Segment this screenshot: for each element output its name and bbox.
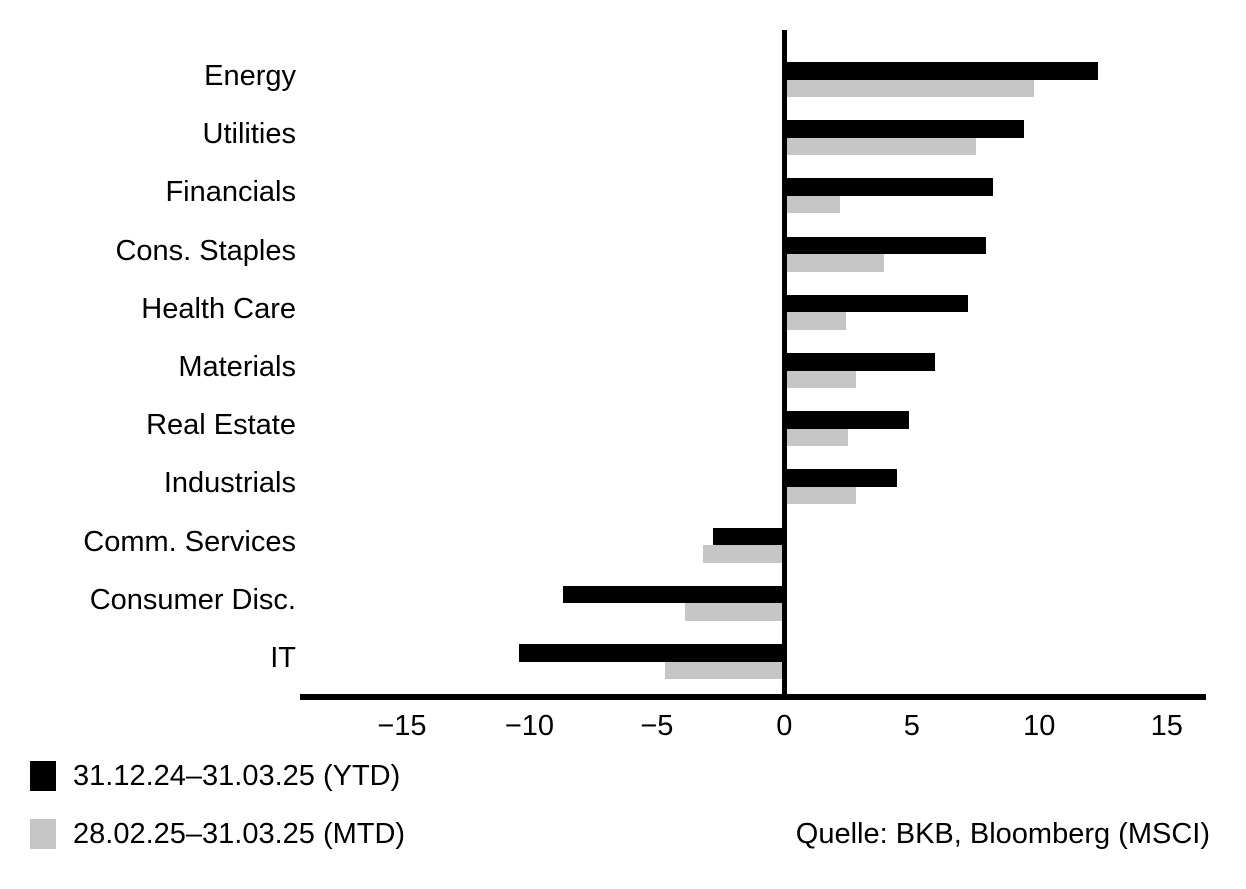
bar-utilities-mtd xyxy=(784,137,976,156)
bar-comm-services-ytd xyxy=(712,527,785,546)
category-label-real-estate: Real Estate xyxy=(146,409,296,442)
bar-utilities-ytd xyxy=(784,120,1024,138)
legend-item-mtd: 28.02.25–31.03.25 (MTD) xyxy=(30,819,405,849)
legend-swatch-mtd xyxy=(30,819,56,849)
bar-health-care-ytd xyxy=(784,294,968,313)
x-tick-label-10: 10 xyxy=(1023,710,1056,742)
bar-cons-staples-mtd xyxy=(784,254,884,272)
zero-axis-line xyxy=(781,30,787,700)
bar-financials-ytd xyxy=(784,178,994,196)
x-tick-label-minus-15: −15 xyxy=(377,710,427,742)
x-tick-label-0: 0 xyxy=(776,710,793,742)
category-label-comm-services: Comm. Services xyxy=(83,525,296,558)
legend-item-ytd: 31.12.24–31.03.25 (YTD) xyxy=(30,761,400,791)
x-tick-label-minus-5: −5 xyxy=(640,710,674,742)
source-note: Quelle: BKB, Bloomberg (MSCI) xyxy=(795,818,1210,850)
bar-health-care-mtd xyxy=(784,312,846,330)
category-label-cons-staples: Cons. Staples xyxy=(115,234,296,267)
bar-consumer-disc-ytd xyxy=(562,585,785,604)
category-label-health-care: Health Care xyxy=(141,292,296,325)
bar-it-ytd xyxy=(519,644,785,662)
bar-consumer-disc-mtd xyxy=(684,603,785,621)
x-tick-label-15: 15 xyxy=(1150,710,1183,742)
bar-cons-staples-ytd xyxy=(784,236,986,255)
bar-it-mtd xyxy=(664,661,785,679)
bar-real-estate-ytd xyxy=(784,411,910,429)
legend-label-mtd: 28.02.25–31.03.25 (MTD) xyxy=(73,818,406,850)
bar-energy-ytd xyxy=(784,62,1098,80)
category-label-materials: Materials xyxy=(178,351,296,383)
legend-label-ytd: 31.12.24–31.03.25 (YTD) xyxy=(73,760,401,792)
bar-materials-mtd xyxy=(784,370,856,388)
x-tick-label-5: 5 xyxy=(903,710,920,742)
category-label-utilities: Utilities xyxy=(202,118,296,151)
bar-industrials-ytd xyxy=(784,469,897,487)
x-tick-label-minus-10: −10 xyxy=(504,710,555,742)
bar-comm-services-mtd xyxy=(702,545,785,563)
category-label-consumer-disc: Consumer Disc. xyxy=(89,583,296,616)
category-label-financials: Financials xyxy=(165,176,296,209)
x-axis-line xyxy=(300,694,1206,700)
category-label-it: IT xyxy=(270,642,296,674)
bar-industrials-mtd xyxy=(784,486,856,505)
bar-financials-mtd xyxy=(784,195,841,214)
bar-energy-mtd xyxy=(784,79,1035,97)
category-label-industrials: Industrials xyxy=(163,467,296,500)
bar-materials-ytd xyxy=(784,353,935,371)
legend-swatch-ytd xyxy=(30,761,56,791)
bar-real-estate-mtd xyxy=(784,428,849,447)
category-label-energy: Energy xyxy=(204,60,296,92)
